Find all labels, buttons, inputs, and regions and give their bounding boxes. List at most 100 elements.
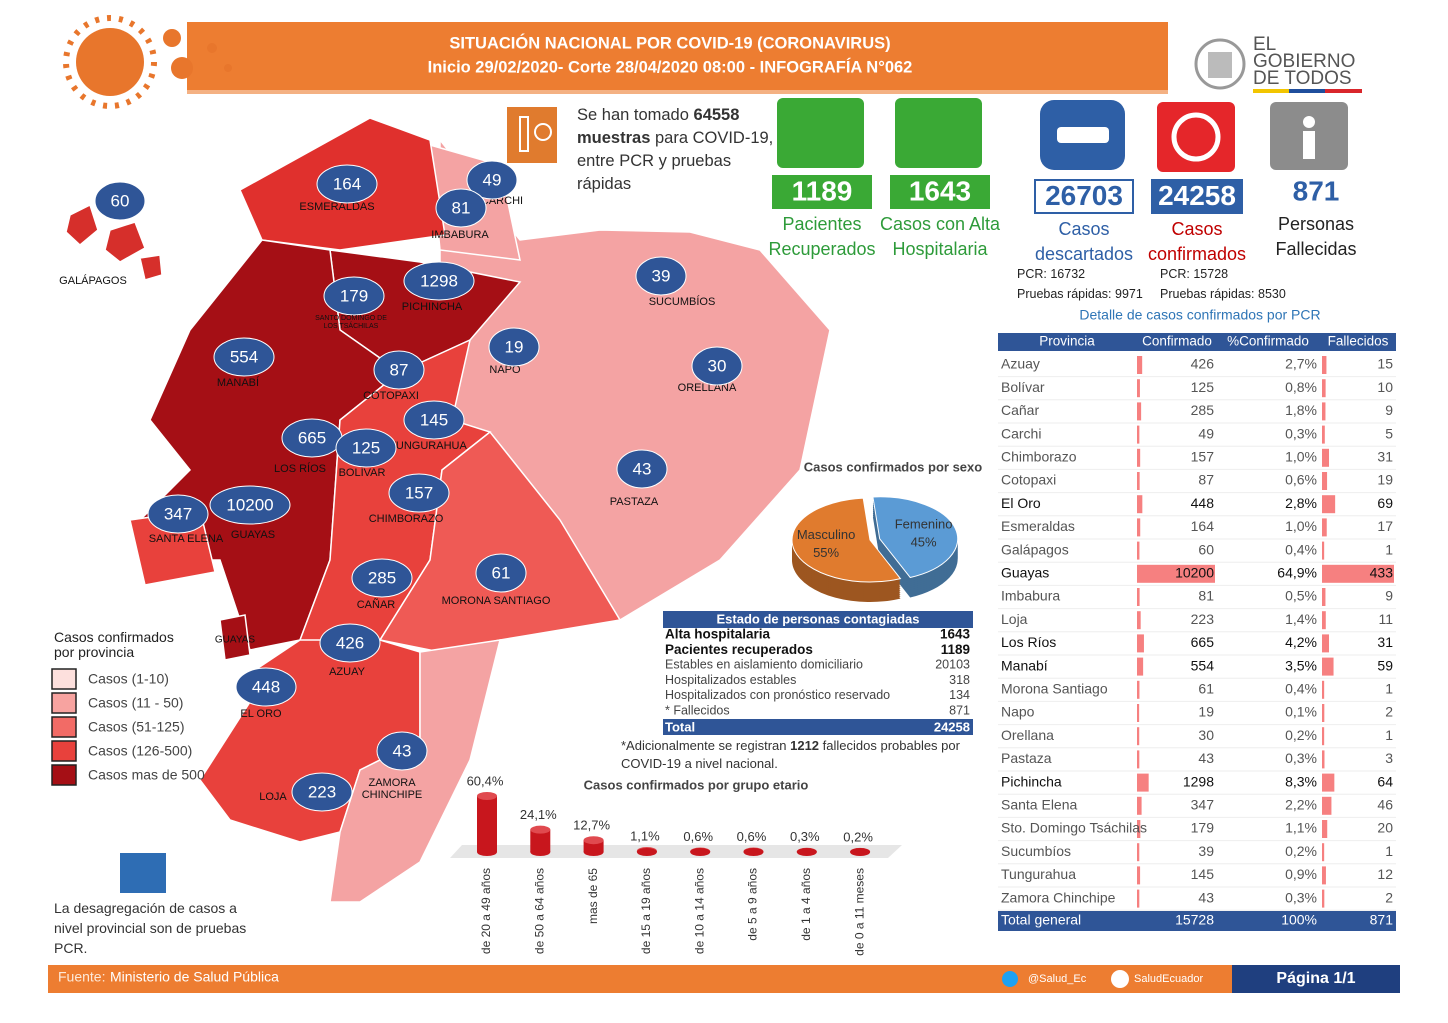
deaths-bar — [1322, 866, 1326, 885]
deaths-bar — [1322, 448, 1330, 467]
stat-value-box — [1265, 175, 1367, 209]
x-tick-label: mas de 65 — [586, 868, 600, 924]
detail-line: Pruebas rápidas: 9971 — [1017, 284, 1143, 304]
status-label: Hospitalizados estables — [665, 673, 796, 687]
pcr-percent: 1,8% — [1285, 402, 1317, 418]
stat-value: 26703 — [1045, 180, 1123, 211]
virus — [171, 57, 193, 79]
legend-title: Casos confirmados por provincia — [54, 629, 174, 660]
pcr-column-header: %Confirmado — [1227, 334, 1309, 349]
pie-value-label: 55% — [813, 545, 839, 560]
confirmed-bar — [1137, 727, 1140, 746]
bar-cap — [477, 792, 497, 800]
legend-label: Casos mas de 500 — [88, 767, 205, 783]
province-cases: 87 — [390, 360, 409, 379]
pcr-percent: 0,4% — [1285, 681, 1317, 697]
pcr-deaths: 69 — [1377, 495, 1393, 511]
province-area — [219, 614, 251, 661]
note-icon — [120, 853, 166, 893]
bar-base — [530, 848, 551, 856]
logo-stripe — [1325, 89, 1362, 93]
province-area — [139, 254, 163, 281]
pcr-deaths: 2 — [1385, 889, 1393, 905]
deaths-bar — [1322, 796, 1332, 815]
pcr-province: Orellana — [1001, 727, 1054, 743]
bar-value-label: 24,1% — [520, 807, 557, 822]
province-bubble — [94, 181, 146, 221]
province-name: NAPO — [489, 364, 521, 376]
stat-icon — [1303, 131, 1315, 159]
province-cases: 30 — [708, 356, 727, 375]
province-bubble — [351, 558, 413, 598]
pcr-province: Bolívar — [1001, 379, 1045, 395]
bar-value-label: 0,3% — [790, 829, 820, 844]
pcr-deaths: 20 — [1377, 820, 1393, 836]
province-name: LOS RÍOS — [274, 462, 326, 475]
legend-swatch — [51, 764, 77, 786]
bar-base — [796, 848, 817, 856]
x-tick-label: de 0 a 11 meses — [852, 868, 866, 956]
status-value: 1189 — [941, 642, 970, 657]
pcr-percent: 0,3% — [1285, 750, 1317, 766]
deaths-bar — [1322, 657, 1334, 676]
deaths-bar — [1322, 518, 1327, 537]
pcr-province: Carchi — [1001, 425, 1041, 441]
pcr-total-deaths: 871 — [1370, 912, 1394, 928]
pcr-confirmed: 61 — [1198, 681, 1214, 697]
pcr-deaths: 31 — [1377, 634, 1393, 650]
pcr-percent: 0,2% — [1285, 727, 1317, 743]
stat-value: 1189 — [792, 175, 853, 206]
pcr-province: Sto. Domingo Tsáchilas — [1001, 820, 1147, 836]
province-bubble — [388, 473, 450, 513]
confirmed-bar — [1137, 843, 1140, 862]
bar-base — [477, 848, 497, 856]
province-name: ESMERALDAS — [299, 201, 374, 213]
stat-icon — [1057, 127, 1109, 143]
pcr-deaths: 5 — [1385, 425, 1393, 441]
virus — [76, 28, 144, 96]
deaths-bar — [1322, 704, 1325, 722]
pcr-percent: 8,3% — [1285, 773, 1317, 789]
status-value: 871 — [949, 703, 970, 717]
province-name: SANTA ELENA — [148, 533, 224, 545]
legend-label: Casos (51-125) — [88, 719, 185, 735]
deaths-bar — [1322, 889, 1325, 908]
samples-icon — [507, 107, 557, 163]
bar-value-label: 1,1% — [630, 828, 660, 843]
stat-label: Casos confirmados — [1147, 219, 1247, 264]
virus-spikes — [63, 15, 157, 109]
bar — [477, 796, 497, 852]
footnote-value: 1212 — [790, 738, 820, 753]
header-title: SITUACIÓN NACIONAL POR COVID-19 (CORONAV… — [449, 33, 890, 52]
status-header — [663, 611, 973, 628]
deaths-bar — [1322, 495, 1336, 514]
stat-icon — [1303, 116, 1315, 128]
pcr-confirmed: 43 — [1198, 750, 1214, 766]
province-cases: 347 — [164, 504, 192, 523]
confirmed-bar — [1137, 773, 1149, 792]
pcr-percent: 1,1% — [1285, 820, 1317, 836]
province-bubble — [403, 261, 475, 301]
stat-icon — [1171, 112, 1221, 162]
status-value: 134 — [949, 688, 970, 702]
pcr-column-header: Fallecidos — [1328, 334, 1389, 349]
status-total-label: Total — [665, 719, 695, 734]
legend-label: Casos (126-500) — [88, 743, 192, 759]
bar-value-label: 0,6% — [737, 829, 767, 844]
pcr-percent: 0,2% — [1285, 843, 1317, 859]
pcr-percent: 64,9% — [1277, 565, 1317, 581]
province-cases: 60 — [111, 191, 130, 210]
bar-base — [850, 848, 871, 856]
province-bubble — [291, 772, 353, 812]
province-name: EL ORO — [240, 708, 282, 720]
pcr-percent: 2,2% — [1285, 797, 1317, 813]
footer-page-box — [1232, 965, 1400, 993]
province-cases: 145 — [420, 410, 448, 429]
status-value: 20103 — [935, 658, 970, 672]
bar-cap — [530, 825, 551, 834]
stat-value: 871 — [1293, 175, 1340, 206]
province-name: AZUAY — [329, 666, 366, 678]
bar — [583, 840, 604, 852]
pcr-deaths: 2 — [1385, 704, 1393, 720]
